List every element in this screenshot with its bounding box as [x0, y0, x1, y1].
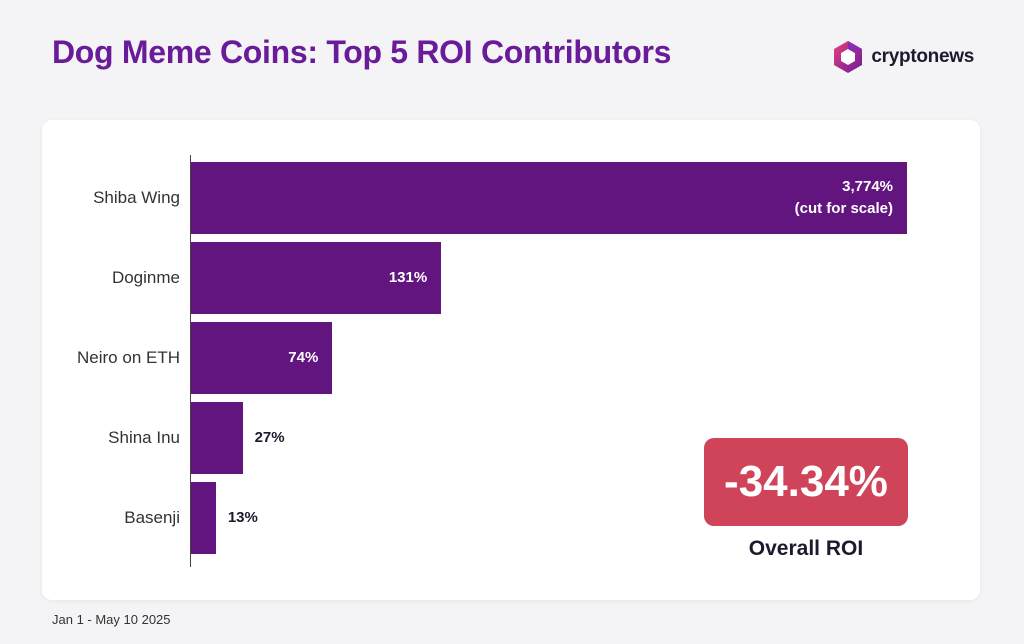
overall-roi-badge: -34.34% [704, 438, 908, 526]
category-label: Basenji [124, 508, 180, 527]
bar [191, 482, 216, 554]
brand-name: cryptonews [871, 46, 974, 67]
category-label: Shina Inu [108, 428, 180, 447]
value-label: 3,774% [842, 178, 893, 195]
overall-roi-label: Overall ROI [748, 537, 864, 560]
cryptonews-logo-icon [834, 41, 863, 73]
date-range-footnote: Jan 1 - May 10 2025 [52, 612, 171, 627]
bar [191, 322, 333, 394]
value-label: 131% [388, 269, 428, 286]
category-label: Shiba Wing [93, 188, 180, 207]
brand-logo[interactable]: cryptonews [831, 40, 974, 74]
chart-title: Dog Meme Coins: Top 5 ROI Contributors [52, 34, 672, 70]
y-axis-line [190, 155, 191, 567]
bar [191, 162, 907, 234]
category-label: Neiro on ETH [77, 348, 180, 367]
value-note: (cut for scale) [794, 200, 893, 217]
value-label: 74% [288, 349, 319, 366]
bar [191, 402, 243, 474]
value-label: 27% [254, 429, 285, 446]
value-label: 13% [227, 509, 258, 526]
bar [191, 242, 442, 314]
category-label: Doginme [111, 268, 180, 287]
